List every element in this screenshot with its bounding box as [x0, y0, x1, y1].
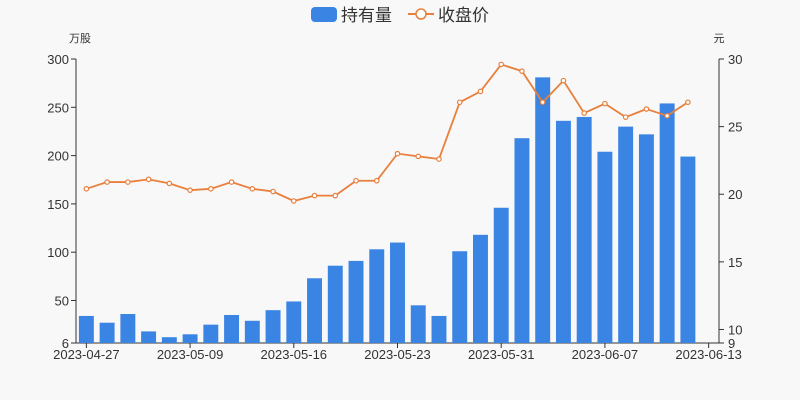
line-series-close-price [83, 61, 691, 204]
holdings-bar [286, 301, 302, 343]
price-point [685, 99, 691, 106]
legend-circle-marker-icon [415, 8, 427, 20]
left-axis-tick-label: 100 [47, 245, 69, 260]
price-point [373, 177, 380, 184]
price-point [581, 110, 587, 116]
holdings-bar [224, 314, 240, 343]
price-point [498, 61, 505, 68]
left-axis-unit: 万股 [69, 32, 91, 45]
holdings-bar [473, 234, 488, 343]
left-axis-tick-label: 50 [55, 293, 69, 308]
right-axis-tick-label: 15 [728, 255, 742, 270]
price-point [664, 113, 670, 119]
price-point [332, 192, 339, 199]
holdings-bar [99, 322, 115, 343]
x-axis-tick-label: 2023-05-31 [468, 347, 535, 362]
holdings-bar [555, 120, 571, 344]
price-point [436, 156, 442, 162]
holdings-bar [514, 138, 530, 343]
x-axis-tick-label: 2023-05-23 [364, 347, 431, 362]
price-point [602, 100, 608, 107]
holdings-bar [576, 116, 592, 343]
holdings-bar [307, 278, 322, 343]
price-point [187, 187, 193, 193]
right-axis-tick-label: 20 [728, 187, 742, 202]
price-point [643, 106, 650, 112]
x-axis-tick-label: 2023-06-07 [572, 347, 639, 362]
price-point [104, 179, 110, 185]
x-axis-tick-label: 2023-04-27 [53, 347, 120, 362]
x-axis-tick-label: 2023-05-16 [261, 347, 328, 362]
right-axis-tick-label: 9 [728, 336, 735, 351]
price-point [353, 177, 359, 184]
holdings-bar [78, 315, 94, 343]
price-point [145, 176, 152, 183]
price-point [311, 192, 318, 199]
price-point [270, 188, 276, 195]
price-point [249, 186, 256, 192]
price-point [394, 150, 401, 157]
price-point [456, 99, 463, 106]
bar-series-holdings [78, 77, 696, 344]
legend[interactable]: 持有量 收盘价 [311, 6, 489, 25]
holdings-bar [265, 310, 281, 343]
holdings-bar [618, 126, 634, 343]
holdings-bar [244, 320, 260, 343]
left-axis-tick-label: 150 [47, 197, 69, 212]
holdings-bar [680, 156, 696, 343]
price-point [290, 198, 297, 204]
price-point [415, 153, 422, 160]
holdings-bar [390, 242, 405, 343]
price-point [228, 179, 235, 185]
holdings-bar [120, 314, 136, 343]
legend-label-holdings: 持有量 [341, 6, 392, 25]
legend-swatch-holdings [311, 7, 337, 22]
price-point [622, 114, 629, 120]
price-point [83, 186, 90, 192]
price-point [539, 99, 546, 106]
holdings-bar [431, 315, 447, 343]
holdings-bar [369, 249, 385, 343]
holdings-bar [452, 251, 468, 343]
right-axis-unit: 元 [714, 33, 725, 45]
left-axis-tick-label: 200 [47, 149, 69, 164]
holdings-bar [203, 324, 219, 343]
price-point [166, 180, 173, 187]
left-axis-tick-label: 300 [47, 52, 69, 67]
holdings-bar [141, 331, 157, 343]
price-point [560, 77, 567, 84]
left-axis-tick-label: 250 [47, 100, 69, 115]
right-axis-tick-label: 30 [728, 52, 742, 67]
x-axis-tick-label: 2023-05-09 [157, 347, 224, 362]
price-point [208, 186, 214, 192]
legend-label-price: 收盘价 [438, 6, 489, 25]
right-axis-tick-label: 10 [728, 322, 742, 337]
holdings-bar [327, 265, 343, 343]
holdings-bar [182, 334, 198, 343]
price-line [86, 63, 689, 202]
holdings-bar [493, 207, 509, 343]
price-point [477, 88, 484, 95]
price-point [125, 179, 131, 185]
holdings-bar [659, 103, 675, 344]
holdings-bar [535, 77, 551, 343]
holdings-bar [597, 151, 613, 343]
price-point [519, 68, 525, 74]
x-axis-tick-label: 2023-06-13 [675, 347, 742, 362]
holdings-bar [410, 305, 426, 343]
left-axis-tick-label: 6 [62, 336, 69, 351]
holdings-bar [161, 337, 177, 343]
holdings-bar [638, 134, 654, 343]
holdings-bar [348, 260, 364, 343]
right-axis-tick-label: 25 [728, 120, 742, 135]
